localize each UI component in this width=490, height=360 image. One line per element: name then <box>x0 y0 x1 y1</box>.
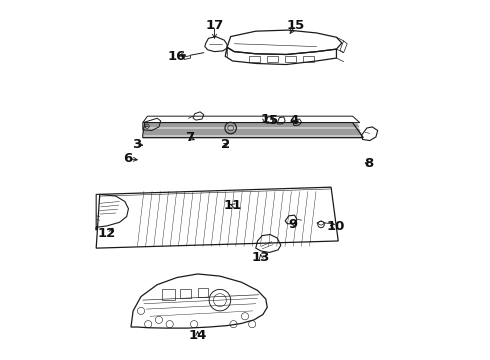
Text: 13: 13 <box>252 251 270 264</box>
Text: 1: 1 <box>260 113 270 126</box>
Text: 4: 4 <box>290 114 299 127</box>
Text: 9: 9 <box>289 217 298 231</box>
Text: 14: 14 <box>189 329 207 342</box>
Bar <box>249 56 260 62</box>
Text: 7: 7 <box>185 131 194 144</box>
Bar <box>162 289 175 300</box>
Bar <box>180 289 191 298</box>
Bar <box>198 288 208 297</box>
Text: 15: 15 <box>286 19 304 32</box>
Text: 17: 17 <box>205 19 223 32</box>
Text: 3: 3 <box>132 138 141 150</box>
Text: 12: 12 <box>98 226 116 239</box>
Text: 2: 2 <box>220 138 230 151</box>
Text: 16: 16 <box>168 50 186 63</box>
Text: 6: 6 <box>123 152 132 165</box>
Text: 11: 11 <box>223 199 242 212</box>
Bar <box>303 56 314 62</box>
Text: 5: 5 <box>269 114 278 127</box>
Text: 10: 10 <box>326 220 344 233</box>
Text: 8: 8 <box>364 157 373 170</box>
Bar <box>285 56 296 62</box>
Bar <box>267 56 278 62</box>
